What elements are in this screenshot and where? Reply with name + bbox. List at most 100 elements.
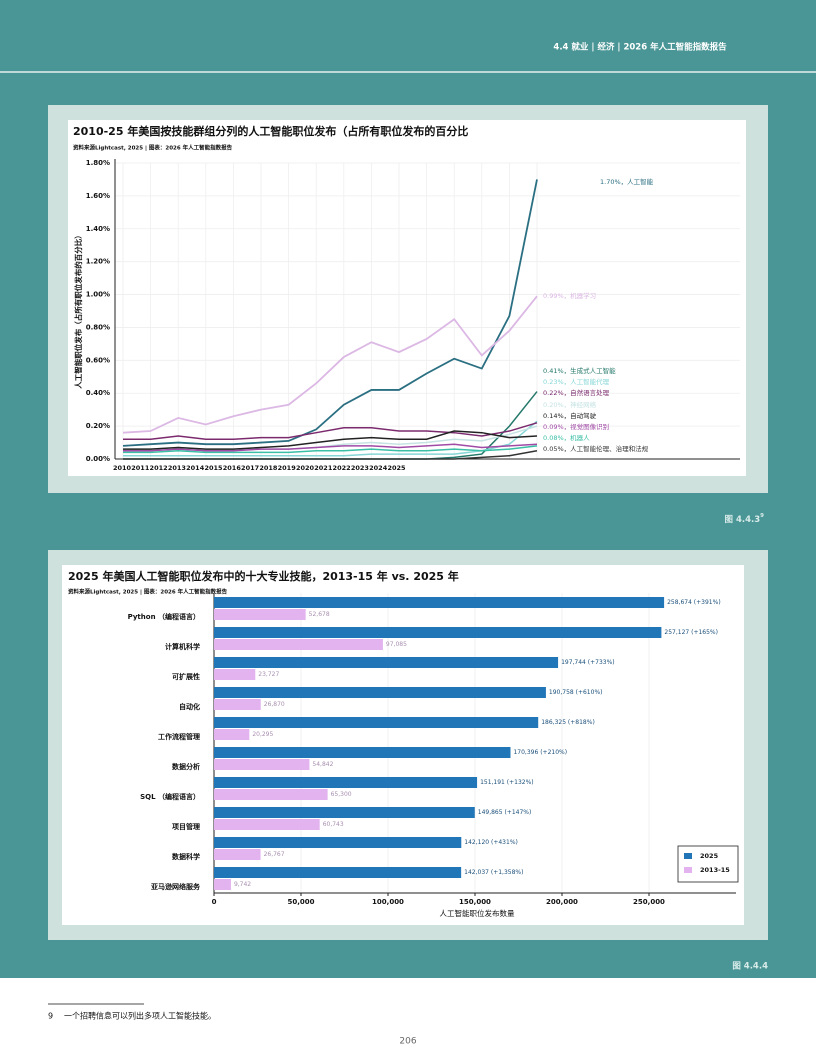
bar-value-label: 258,674 (+391%) [667, 599, 721, 606]
y-tick-label: 1.20% [86, 258, 110, 266]
x-tick-label: 2022 [333, 464, 351, 472]
chart-source: 资料来源Lightcast, 2025 | 图表：2026 年人工智能指数报告 [68, 588, 228, 596]
bar [214, 747, 511, 758]
y-tick-label: 0.60% [86, 356, 110, 364]
chart-title: 2010-25 年美国按技能群组分列的人工智能职位发布（占所有职位发布的百分比 [73, 124, 468, 138]
x-tick-label: 0 [212, 898, 217, 906]
series-line [122, 179, 538, 447]
x-tick-label: 2021 [314, 464, 333, 472]
chart-area [62, 565, 744, 925]
x-tick-label: 250,000 [633, 898, 665, 906]
page-number: 206 [399, 1037, 416, 1047]
y-tick-label: 1.00% [86, 291, 110, 299]
y-tick-label: 0.20% [86, 422, 110, 430]
bar [214, 639, 383, 650]
x-tick-label: 2014 [186, 464, 205, 472]
bar [214, 837, 462, 848]
bar [214, 699, 261, 710]
y-tick-label: 亚马逊网络服务 [151, 882, 201, 891]
bar-value-label: 170,396 (+210%) [513, 749, 567, 756]
series-end-label: 0.99%，机器学习 [543, 291, 596, 300]
x-tick-label: 2023 [351, 464, 369, 472]
chart-area [68, 120, 746, 476]
x-tick-label: 2015 [204, 464, 223, 472]
series-line [123, 430, 538, 450]
y-tick-label: 1.40% [86, 225, 110, 233]
bar [214, 759, 310, 770]
x-tick-label: 2024 [369, 464, 388, 472]
bar [214, 657, 559, 668]
footnote-number: 9 [48, 1012, 53, 1021]
series-line [123, 445, 538, 454]
chart-source: 资料来源Lightcast, 2025 | 图表：2026 年人工智能指数报告 [73, 144, 233, 152]
y-axis-label: 人工智能职位发布（占所有职位发布的百分比） [73, 231, 83, 389]
series-end-label: 0.22%，自然语言处理 [543, 388, 610, 397]
y-tick-label: 0.40% [86, 389, 110, 397]
figure-note: 9 [760, 513, 764, 519]
bar-value-label: 257,127 (+165%) [664, 629, 718, 636]
x-tick-label: 2011 [131, 464, 150, 472]
bar [214, 789, 328, 800]
bar-value-label: 65,300 [331, 791, 352, 798]
series-end-label: 0.05%，人工智能伦理、治理和法规 [543, 444, 649, 453]
x-tick-label: 50,000 [287, 898, 314, 906]
y-tick-label: 数据科学 [172, 852, 200, 861]
bar [214, 669, 256, 680]
bar-value-label: 186,325 (+818%) [541, 719, 595, 726]
y-tick-label: 可扩展性 [172, 672, 200, 681]
figure-label: 图 4.4.39 [725, 513, 765, 525]
x-tick-label: 150,000 [459, 898, 491, 906]
series-end-label: 0.23%，人工智能代理 [543, 377, 610, 386]
bar-value-label: 20,295 [252, 731, 273, 738]
legend-label: 2013-15 [700, 866, 730, 874]
series-end-label: 0.09%，视觉图像识别 [543, 422, 609, 431]
x-tick-label: 2025 [387, 464, 406, 472]
bar [214, 687, 546, 698]
x-tick-label: 200,000 [546, 898, 578, 906]
x-tick-label: 2018 [259, 464, 278, 472]
bar [214, 597, 665, 608]
y-tick-label: 工作流程管理 [158, 732, 200, 741]
y-tick-label: 自动化 [179, 702, 200, 711]
figure-label: 图 4.4.4 [732, 962, 768, 972]
x-tick-label: 2013 [168, 464, 186, 472]
x-tick-label: 2010 [113, 464, 132, 472]
legend-swatch [684, 867, 692, 873]
bar-value-label: 190,758 (+610%) [549, 689, 603, 696]
y-tick-label: 0.00% [86, 455, 110, 463]
bar [214, 819, 320, 830]
bar-value-label: 142,120 (+431%) [464, 839, 518, 846]
y-tick-label: SQL （编程语言） [140, 792, 200, 801]
header-section: 4.4 就业 | 经济 | 2026 年人工智能指数报告 [553, 42, 727, 53]
footnote-text: 一个招聘信息可以列出多项人工智能技能。 [64, 1011, 216, 1021]
chart-title: 2025 年美国人工智能职位发布中的十大专业技能，2013-15 年 vs. 2… [68, 569, 459, 583]
bar-value-label: 54,842 [312, 761, 333, 768]
y-tick-label: 0.80% [86, 323, 110, 331]
y-tick-label: 1.60% [86, 192, 110, 200]
x-tick-label: 2020 [296, 464, 315, 472]
x-tick-label: 2016 [223, 464, 242, 472]
bar-value-label: 142,037 (+1,358%) [464, 869, 523, 876]
bar-value-label: 23,727 [258, 671, 279, 678]
bar-value-label: 197,744 (+733%) [561, 659, 615, 666]
bar [214, 777, 478, 788]
series-end-label: 0.20%，神经网络 [543, 400, 597, 409]
bar [214, 879, 231, 890]
legend-label: 2025 [700, 852, 719, 860]
bar [214, 717, 539, 728]
bar [214, 627, 662, 638]
y-tick-label: Python （编程语言） [128, 612, 200, 621]
y-tick-label: 项目管理 [172, 822, 200, 831]
legend-box [677, 845, 739, 883]
x-tick-label: 2017 [241, 464, 259, 472]
bar [214, 609, 306, 620]
bar [214, 807, 475, 818]
series-end-label: 0.41%，生成式人工智能 [543, 366, 616, 375]
series-line [123, 420, 538, 457]
series-line [122, 295, 538, 434]
x-tick-label: 2019 [278, 464, 297, 472]
series-end-label: 0.08%，机器人 [543, 433, 590, 442]
series-end-label: 0.14%，自动驾驶 [543, 411, 597, 420]
